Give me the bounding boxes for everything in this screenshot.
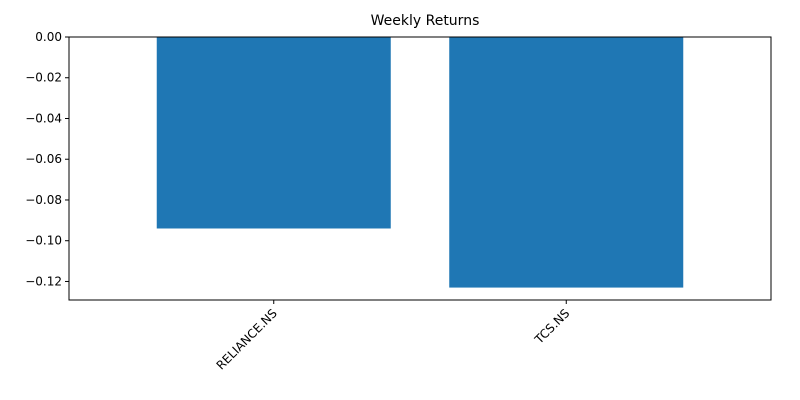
bar-tcs-ns xyxy=(449,37,684,288)
y-tick-label: −0.08 xyxy=(25,193,62,207)
bar-reliance-ns xyxy=(156,37,391,229)
y-tick-label: −0.02 xyxy=(25,71,62,85)
y-tick-label: −0.04 xyxy=(25,111,62,125)
chart-title: Weekly Returns xyxy=(371,13,480,29)
x-tick-label: TCS.NS xyxy=(531,306,572,347)
y-tick-label: −0.06 xyxy=(25,152,62,166)
axes-frame xyxy=(68,36,772,301)
x-tick-label: RELIANCE.NS xyxy=(214,306,280,372)
y-tick-label: 0.00 xyxy=(35,30,62,44)
y-tick-label: −0.10 xyxy=(25,234,62,248)
plot-area: 0.00 −0.02 −0.04 −0.06 −0.08 −0.10 −0.12 RELIAN… xyxy=(25,30,772,372)
y-tick-label: −0.12 xyxy=(25,274,62,288)
